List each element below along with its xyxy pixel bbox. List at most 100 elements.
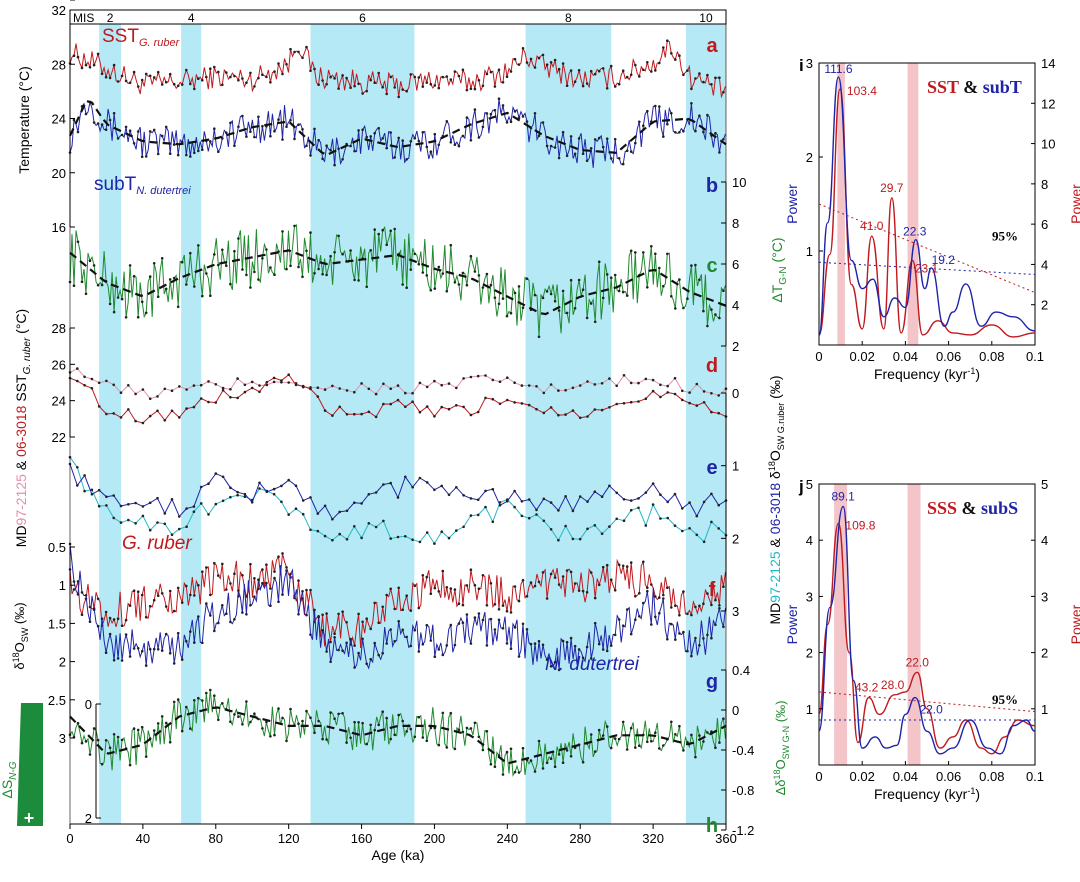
data-point [418,540,422,544]
data-point [662,135,665,138]
data-point [457,728,461,732]
data-point [209,593,212,597]
data-point [140,78,144,82]
data-point [317,138,320,142]
spectrum-SST [818,88,1036,338]
data-point [545,144,549,148]
data-point [498,504,502,507]
data-point [465,88,469,92]
data-point [134,419,137,423]
data-point [221,475,225,479]
data-point [473,87,477,91]
data-point [104,128,108,131]
dd18o-tick-label: 0 [732,703,739,718]
data-point [541,571,545,574]
data-point [489,617,493,621]
data-point [637,381,640,385]
data-point [193,699,196,702]
ds-tick-label: 2 [85,811,92,826]
data-point [92,727,96,730]
data-point [377,653,381,657]
data-point [557,413,560,417]
data-point [651,389,655,393]
x-tick-label: 320 [642,831,664,846]
data-point [345,621,348,624]
data-point [132,647,136,650]
data-point [134,522,137,525]
data-point [281,72,284,76]
data-point [469,87,473,91]
data-point [301,275,304,279]
data-point [160,134,164,138]
data-point [365,617,369,620]
data-point [329,640,332,644]
data-point [581,84,585,88]
data-point [233,713,236,716]
data-point [690,613,693,617]
x-tick-label: 0 [815,769,822,784]
data-point [217,150,220,153]
data-point [353,149,356,153]
d18o-pair-tick-label: 1 [732,459,739,474]
data-point [321,272,324,276]
data-point [586,527,589,531]
data-point [485,730,489,733]
data-point [413,75,417,79]
data-point [527,498,531,501]
data-point [178,416,181,419]
data-point [535,407,538,411]
data-point [112,516,115,520]
data-point [476,498,480,502]
data-point [257,717,260,721]
data-point [613,273,617,277]
data-point [316,395,320,398]
dt-tick-label: 2 [732,339,739,354]
data-point [192,405,196,409]
peak-label: 41.0 [860,219,884,233]
data-point [193,594,196,597]
data-point [261,124,264,128]
data-point [189,727,192,730]
data-point [698,114,701,117]
data-point [377,723,381,727]
data-point [237,589,240,592]
data-point [357,129,360,132]
data-point [545,761,549,765]
data-point [638,75,641,78]
data-point [273,273,276,277]
data-point [321,737,324,741]
data-point [541,767,545,770]
data-point [525,120,529,123]
sst-ruber-tick-label: 28 [52,321,66,336]
data-point [144,615,148,619]
data-point [297,579,300,582]
d18o-ruber-tick-label: 0 [59,0,66,3]
data-point [409,140,413,143]
data-point [160,649,164,652]
data-point [80,613,84,616]
data-point [241,268,244,271]
data-point [185,388,188,391]
data-point [269,81,272,84]
left-tick-label: 1 [806,244,813,259]
data-point [609,746,613,750]
data-point [553,146,557,149]
data-point [577,648,581,651]
data-point [389,402,393,406]
data-point [309,496,312,499]
data-point [537,639,541,643]
data-point [462,377,465,380]
data-point [513,626,517,629]
data-point [156,70,160,74]
data-point [377,621,381,624]
data-point [615,402,618,406]
data-point [529,581,533,584]
data-point [477,136,481,139]
data-point [213,629,216,633]
data-point [457,283,461,286]
data-point [702,401,706,404]
peak-label: 22.3 [903,225,927,239]
data-point [156,395,159,398]
series-layer [68,39,728,777]
data-point [148,414,152,418]
